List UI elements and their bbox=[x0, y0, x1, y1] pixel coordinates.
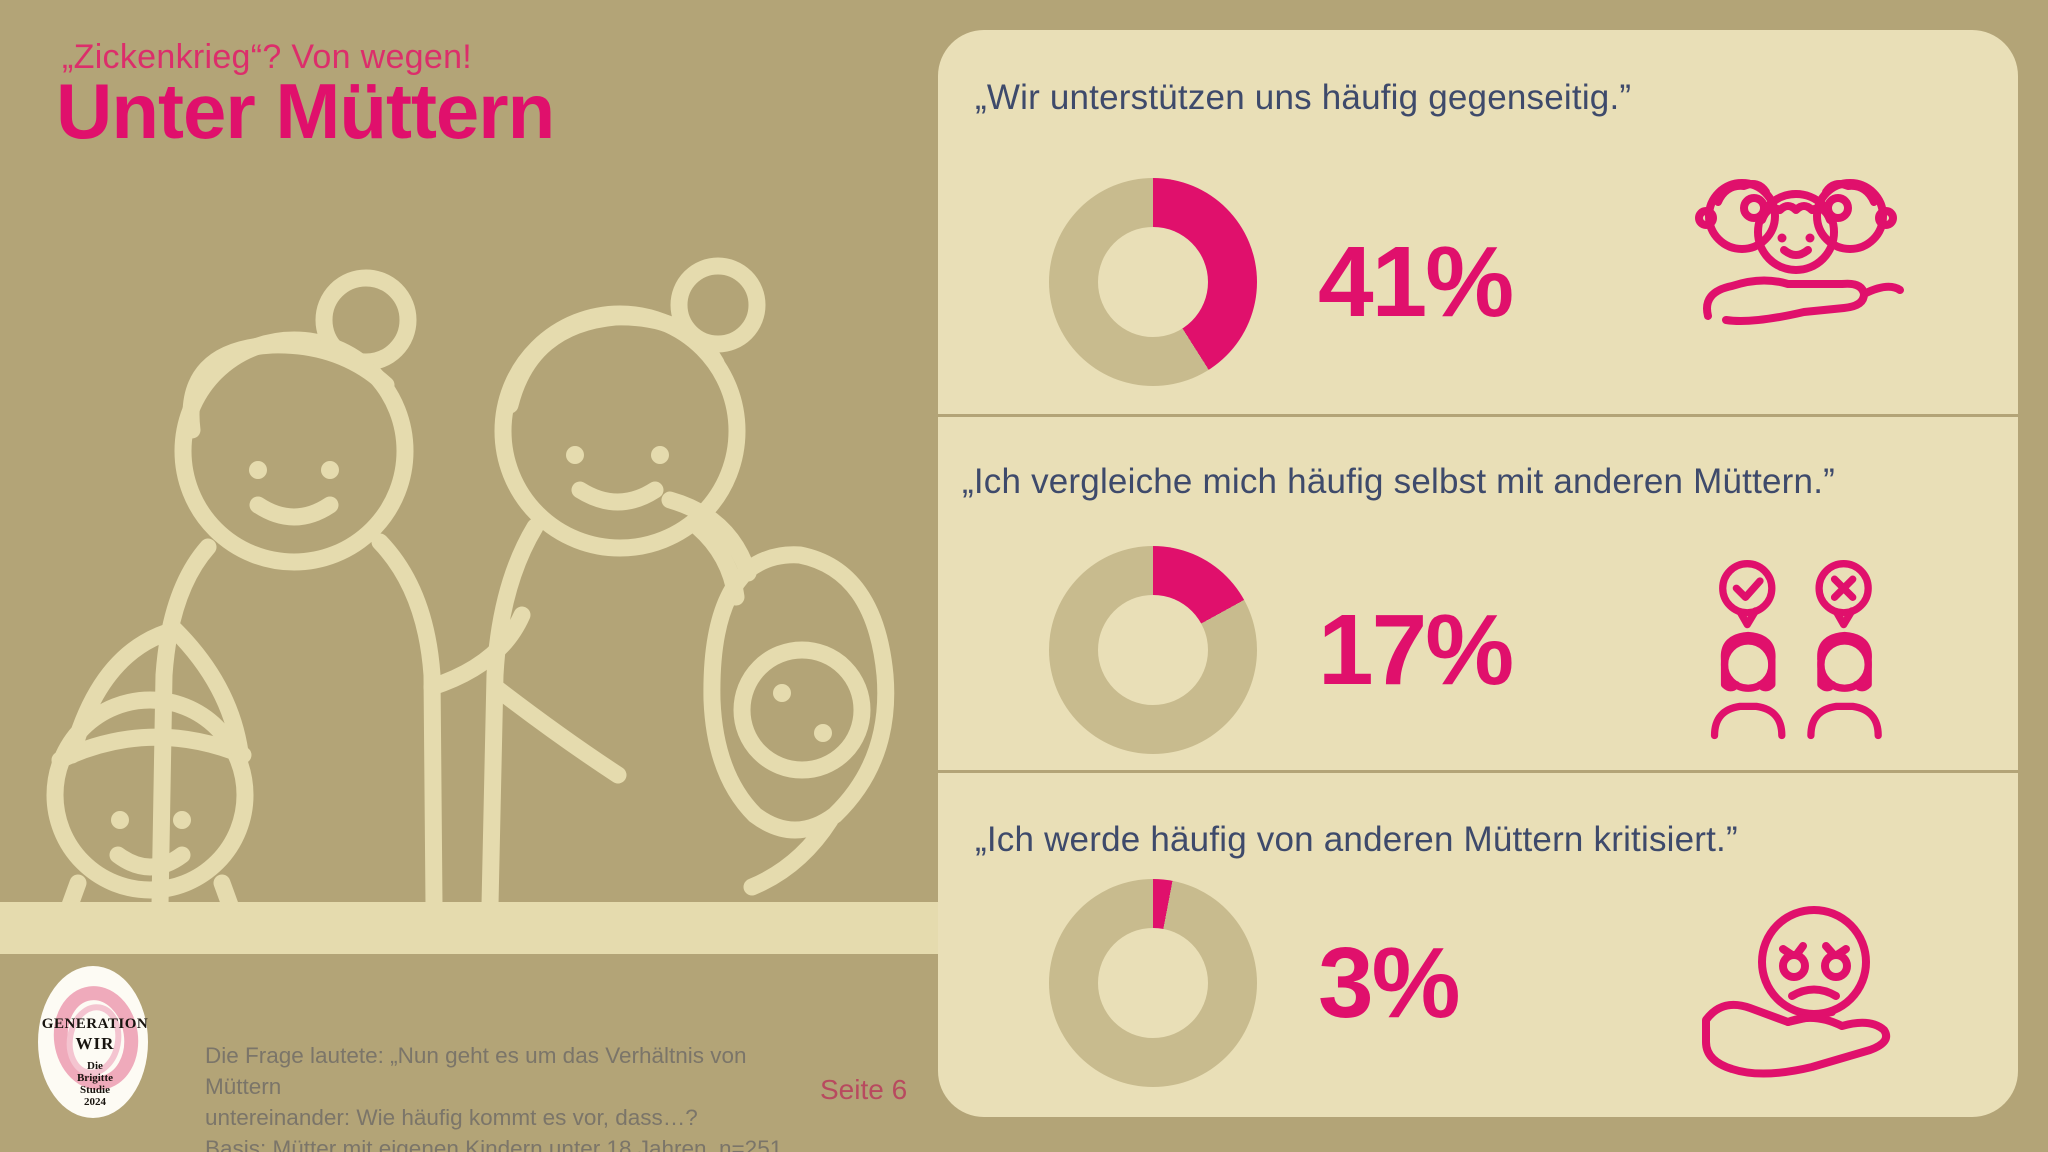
logo-badge bbox=[38, 966, 148, 1118]
cream-band bbox=[0, 902, 940, 954]
mothers-illustration bbox=[46, 257, 895, 905]
page-number: Seite 6 bbox=[820, 1074, 908, 1105]
kicker: „Zickenkrieg“? Von wegen! bbox=[62, 38, 473, 76]
generation-wir-logo: GENERATION WIR Die Brigitte Studie 2024 bbox=[36, 964, 154, 1120]
percent-value-3: 3% bbox=[1318, 927, 1461, 1039]
donut-chart-3 bbox=[1049, 879, 1257, 1087]
percent-value-41: 41% bbox=[1318, 226, 1514, 338]
logo-text-die: Die bbox=[87, 1060, 103, 1072]
quote-support: „Wir unterstützen uns häufig gegenseitig… bbox=[975, 78, 1632, 117]
angry-face-in-hand-icon bbox=[1702, 906, 1891, 1078]
children-in-hand-icon bbox=[1695, 179, 1904, 325]
two-women-compare-icon bbox=[1710, 560, 1882, 740]
percent-value-17: 17% bbox=[1318, 594, 1514, 706]
donut-chart-17 bbox=[1049, 546, 1257, 754]
footnote-line-2: untereinander: Wie häufig kommt es vor, … bbox=[205, 1105, 698, 1130]
footnote-line-1: Die Frage lautete: „Nun geht es um das V… bbox=[205, 1043, 747, 1099]
logo-text-generation: GENERATION bbox=[41, 1016, 149, 1032]
section-divider bbox=[938, 414, 2018, 417]
quote-compare: „Ich vergleiche mich häufig selbst mit a… bbox=[962, 462, 1835, 501]
logo-text-brigitte: Brigitte bbox=[76, 1072, 114, 1084]
logo-text-wir: WIR bbox=[75, 1034, 115, 1053]
section-divider bbox=[938, 770, 2018, 773]
stats-panel: „Wir unterstützen uns häufig gegenseitig… bbox=[938, 30, 2018, 1117]
logo-text-studie: Studie bbox=[80, 1084, 110, 1096]
quote-criticized: „Ich werde häufig von anderen Müttern kr… bbox=[975, 820, 1738, 859]
page-title: Unter Müttern bbox=[56, 67, 555, 155]
logo-text-2024: 2024 bbox=[84, 1096, 106, 1108]
footnote-line-3: Basis: Mütter mit eigenen Kindern unter … bbox=[205, 1136, 783, 1152]
donut-chart-41 bbox=[1049, 178, 1257, 386]
footnote: Die Frage lautete: „Nun geht es um das V… bbox=[205, 1040, 805, 1152]
